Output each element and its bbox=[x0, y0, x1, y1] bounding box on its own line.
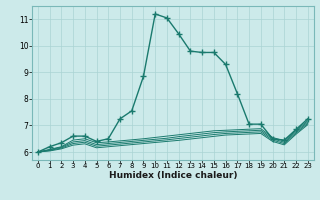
X-axis label: Humidex (Indice chaleur): Humidex (Indice chaleur) bbox=[108, 171, 237, 180]
